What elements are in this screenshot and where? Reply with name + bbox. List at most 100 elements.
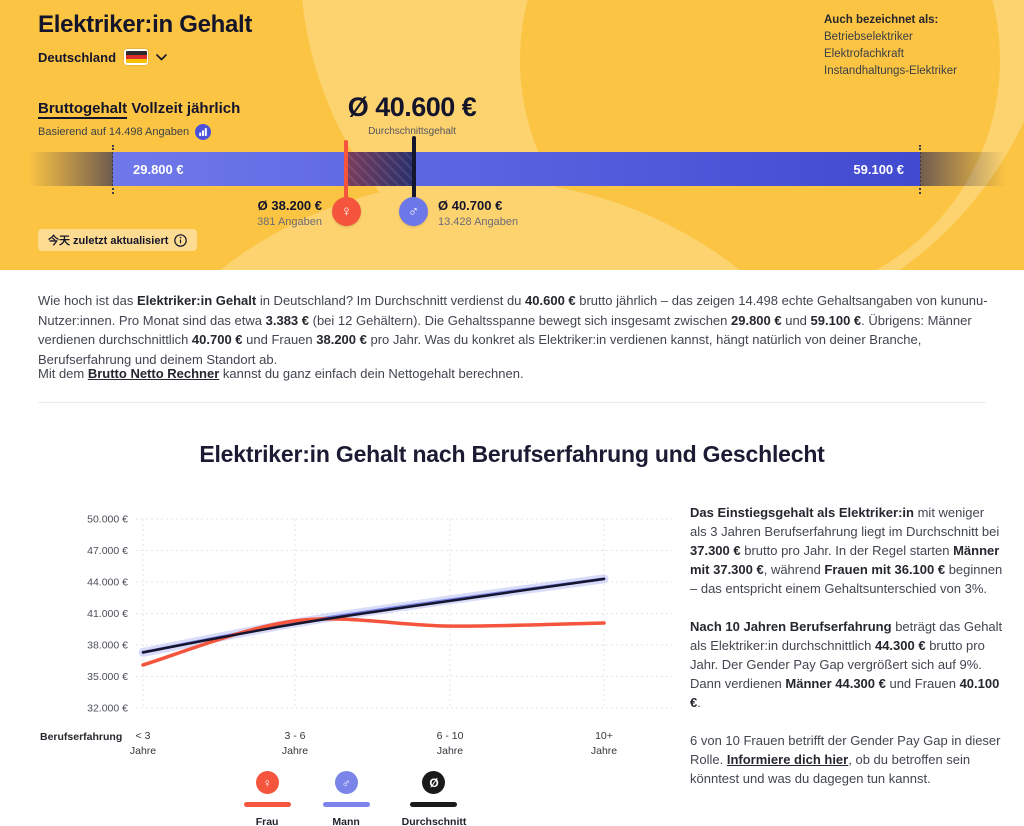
inline-link[interactable]: Brutto Netto Rechner	[87, 366, 220, 381]
gauge-title-rest: Vollzeit jährlich	[127, 100, 241, 117]
x-axis-label: Berufserfahrung	[40, 731, 123, 743]
based-on-text: Basierend auf 14.498 Angaben	[38, 126, 190, 138]
salary-min: 29.800 €	[133, 161, 184, 177]
x-tick-label: < 3 Jahre	[129, 730, 157, 757]
text-segment: 6 von 10 Frauen betrifft der Gender Pay …	[690, 733, 1001, 767]
text-segment: Mit dem	[38, 366, 88, 381]
info-icon[interactable]	[174, 233, 188, 247]
max-boundary-line	[919, 145, 921, 194]
text-segment: kannst du ganz einfach dein Nettogehalt …	[219, 366, 524, 381]
salary-bar-fade-right	[920, 152, 1006, 186]
text-segment: brutto pro Jahr. In der Regel starten	[740, 543, 954, 558]
text-segment: Elektriker:in Gehalt	[137, 293, 257, 308]
legend-label: Frau	[255, 816, 279, 826]
female-salary-stats: Ø 38.200 € 381 Angaben	[170, 198, 322, 228]
legend-color-bar	[322, 802, 370, 807]
text-segment: und Frauen	[885, 676, 960, 691]
also-known-title: Auch bezeichnet als:	[824, 14, 939, 26]
text-segment: 40.600 €	[525, 293, 576, 308]
text-segment: , während	[763, 562, 825, 577]
netto-calculator-paragraph: Mit dem Brutto Netto Rechner kannst du g…	[38, 364, 988, 384]
text-segment: in Deutschland? Im Durchschnitt verdiens…	[256, 293, 526, 308]
legend-label: Mann	[332, 816, 360, 826]
country-selector[interactable]: Deutschland	[38, 49, 167, 65]
text-segment: und Frauen	[242, 332, 317, 347]
entry-salary-paragraph: Das Einstiegsgehalt als Elektriker:in mi…	[690, 503, 1004, 598]
text-segment: mit weniger als 3 Jahren Berufserfahrung…	[690, 505, 1000, 539]
also-known-item: Betriebselektriker	[824, 31, 913, 43]
text-segment: 40.700 €	[191, 332, 243, 347]
svg-text:35.000 €: 35.000 €	[87, 671, 128, 683]
female-salary-count: 381 Angaben	[257, 216, 322, 228]
chart-x-axis: Berufserfahrung < 3 Jahre 3 - 6 Jahre 6 - 10…	[40, 729, 680, 763]
legend-item-durchschnitt[interactable]: Ø Durchschnitt	[401, 771, 467, 826]
chevron-down-icon	[156, 53, 167, 60]
legend-item-frau[interactable]: ♀ Frau	[243, 771, 291, 826]
mann-symbol-icon: ♂	[334, 771, 358, 794]
text-segment: 44.300 €	[874, 638, 926, 653]
text-segment: 3.383 €	[265, 312, 309, 328]
experience-chart: 50.000 € 47.000 € 44.000 € 41.000 € 38.000 €…	[40, 505, 680, 725]
ten-years-paragraph: Nach 10 Jahren Berufserfahrung beträgt d…	[690, 617, 1004, 712]
svg-text:32.000 €: 32.000 €	[87, 703, 128, 715]
text-segment: 38.200 €	[316, 332, 367, 347]
text-segment: , ob du betroffen sein könntest und was …	[690, 752, 971, 786]
text-segment: Männer 44.300 €	[785, 676, 886, 691]
experience-text-column: Das Einstiegsgehalt als Elektriker:in mi…	[690, 503, 1004, 788]
also-known-item: Instandhaltungs-Elektriker	[824, 65, 957, 77]
text-segment: Das Einstiegsgehalt als Elektriker:in	[690, 505, 914, 520]
female-icon: ♀	[332, 197, 361, 226]
country-name: Deutschland	[38, 49, 117, 65]
also-known-item: Elektrofachkraft	[824, 48, 904, 60]
text-segment: . Übrigens: Männer verdienen durchschnit…	[38, 312, 972, 348]
also-known-box: Auch bezeichnet als: Betriebselektriker …	[824, 12, 994, 80]
svg-text:41.000 €: 41.000 €	[87, 608, 128, 620]
gender-gap-hatched-area	[348, 152, 412, 186]
text-segment: beträgt das Gehalt als Elektriker:in dur…	[690, 619, 1003, 653]
intro-paragraph: Wie hoch ist das Elektriker:in Gehalt in…	[38, 291, 988, 369]
average-marker-line	[412, 136, 416, 198]
text-segment: beginnen – das entspricht einem Gehaltsu…	[690, 562, 1003, 596]
text-segment: Nach 10 Jahren Berufserfahrung	[690, 619, 892, 634]
bar-chart-icon	[195, 124, 212, 140]
male-salary-value: Ø 40.700 €	[438, 198, 503, 213]
average-salary-label: Durchschnittsgehalt	[368, 126, 456, 137]
legend-item-mann[interactable]: ♂ Mann	[322, 771, 370, 826]
legend-color-bar	[243, 802, 291, 807]
average-salary-block: Ø 40.600 € Durchschnittsgehalt	[302, 92, 522, 137]
male-salary-stats: Ø 40.700 € 13.428 Angaben	[438, 198, 598, 228]
durchschnitt-symbol-icon: Ø	[422, 771, 446, 794]
bruttogehalt-tooltip-link[interactable]: Bruttogehalt	[38, 100, 128, 119]
page-title: Elektriker:in Gehalt	[38, 11, 253, 38]
salary-range-bar: 29.800 € 59.100 €	[113, 152, 920, 186]
legend-color-bar	[410, 802, 458, 807]
experience-section-heading: Elektriker:in Gehalt nach Berufserfahrun…	[199, 441, 825, 467]
text-segment: Männer mit 37.300 €	[690, 543, 1000, 577]
text-segment: und	[781, 312, 811, 328]
male-icon: ♂	[399, 197, 428, 226]
germany-flag-icon	[124, 49, 149, 65]
average-salary-value: Ø 40.600 €	[347, 92, 477, 122]
inline-link[interactable]: Informiere dich hier	[726, 752, 849, 767]
text-segment: 29.800 €	[731, 312, 782, 328]
female-marker-line	[344, 140, 348, 198]
text-segment: 40.100 €	[690, 676, 1000, 710]
based-on-row: Basierend auf 14.498 Angaben	[38, 124, 212, 140]
experience-chart-svg: 50.000 € 47.000 € 44.000 € 41.000 € 38.000 €…	[87, 514, 672, 715]
text-segment: pro Jahr. Was du konkret als Elektriker:…	[38, 332, 922, 367]
frau-symbol-icon: ♀	[255, 771, 279, 794]
text-segment: Wie hoch ist das	[38, 293, 137, 308]
svg-text:44.000 €: 44.000 €	[87, 577, 128, 589]
legend-label: Durchschnitt	[401, 816, 467, 826]
male-salary-count: 13.428 Angaben	[438, 216, 519, 228]
gender-pay-gap-paragraph: 6 von 10 Frauen betrifft der Gender Pay …	[690, 731, 1004, 788]
female-salary-value: Ø 38.200 €	[257, 198, 322, 213]
x-tick-label: 6 - 10 Jahre	[436, 730, 464, 757]
section-divider	[38, 402, 986, 403]
svg-text:47.000 €: 47.000 €	[87, 545, 128, 557]
text-segment: 37.300 €	[690, 543, 741, 558]
last-updated-badge: 今天 zuletzt aktualisiert	[38, 229, 198, 251]
text-segment: brutto jährlich – das zeigen 14.498 echt…	[38, 293, 988, 328]
x-tick-label: 10+ Jahre	[590, 730, 618, 757]
